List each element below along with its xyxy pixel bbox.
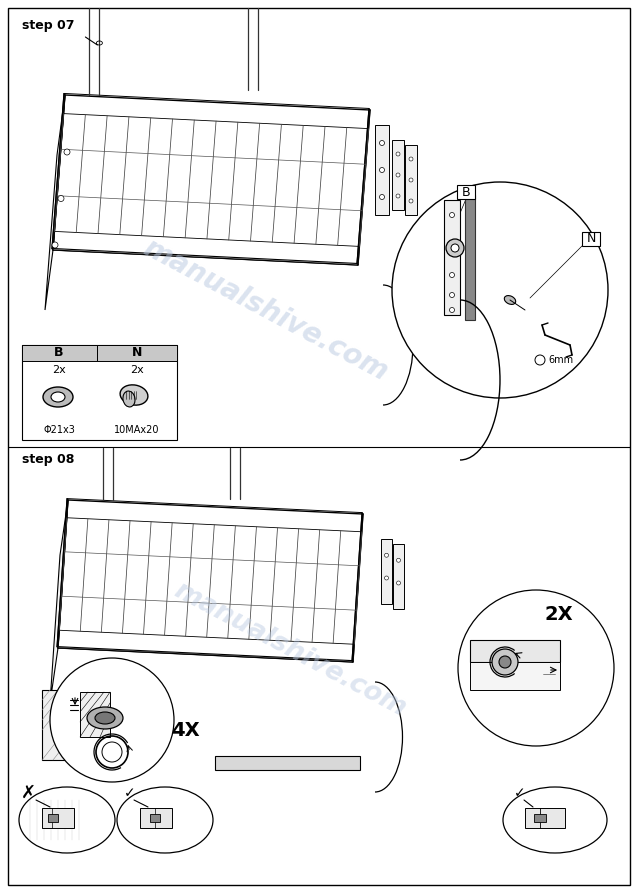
Polygon shape [52,94,65,250]
Polygon shape [357,108,370,265]
Text: 2x: 2x [52,365,66,375]
Ellipse shape [503,787,607,853]
Bar [470,640,560,662]
Text: 6mm: 6mm [548,355,573,365]
Bar [405,145,417,215]
Ellipse shape [504,296,516,305]
Circle shape [385,554,389,557]
Text: step 07: step 07 [22,19,75,31]
Circle shape [409,199,413,203]
Circle shape [380,168,385,172]
Text: 4X: 4X [171,721,199,739]
Ellipse shape [123,391,135,407]
Text: manualshive.com: manualshive.com [138,234,392,387]
Text: Φ21x3: Φ21x3 [43,425,75,435]
Bar [97,345,177,361]
Text: step 08: step 08 [22,454,75,466]
Circle shape [409,157,413,161]
Bar [140,808,172,828]
Bar [525,808,565,828]
Bar [392,140,404,210]
Ellipse shape [19,787,115,853]
Bar [534,814,546,822]
Bar [215,756,360,770]
Circle shape [450,272,454,278]
Circle shape [385,576,389,580]
Circle shape [409,178,413,182]
Circle shape [64,149,70,155]
Text: N: N [132,346,142,360]
Polygon shape [57,498,68,648]
Text: ✗: ✗ [20,784,36,802]
Text: 10MAx20: 10MAx20 [114,425,160,435]
Bar [22,345,177,440]
Polygon shape [52,248,358,265]
Text: ✓: ✓ [124,786,136,800]
Bar [582,232,600,246]
Ellipse shape [117,787,213,853]
Circle shape [396,581,401,585]
Bar [465,195,475,320]
Circle shape [450,307,454,313]
Ellipse shape [43,387,73,407]
Circle shape [450,243,454,247]
Polygon shape [50,500,68,703]
Bar [22,345,97,361]
Bar [457,185,475,199]
Text: 2X: 2X [545,605,574,624]
Circle shape [58,196,64,202]
Text: ✓: ✓ [514,786,526,800]
Ellipse shape [120,385,148,405]
Bar [470,662,560,690]
Circle shape [446,239,464,257]
Text: B: B [54,346,64,360]
Polygon shape [45,95,65,310]
Bar [393,544,404,609]
Circle shape [396,152,400,156]
Circle shape [499,656,511,668]
Circle shape [50,658,174,782]
Bar [48,814,58,822]
Ellipse shape [95,712,115,724]
Circle shape [396,173,400,177]
Circle shape [396,194,400,198]
Circle shape [450,213,454,218]
Circle shape [392,182,608,398]
Ellipse shape [51,392,65,402]
Circle shape [451,244,459,252]
Circle shape [380,140,385,146]
Text: N: N [586,232,596,246]
Ellipse shape [87,707,123,729]
Circle shape [492,649,518,675]
Circle shape [458,590,614,746]
Circle shape [396,558,401,563]
Circle shape [380,195,385,199]
Circle shape [535,355,545,365]
Bar [42,690,97,760]
Polygon shape [375,125,389,215]
Text: manualshive.com: manualshive.com [170,578,411,722]
Text: 2x: 2x [130,365,144,375]
Polygon shape [352,513,363,662]
Circle shape [52,242,58,248]
Bar [381,539,392,604]
Circle shape [450,293,454,297]
Text: B: B [462,186,470,198]
Bar [42,808,74,828]
Bar [80,692,110,737]
Polygon shape [57,647,353,662]
Bar [150,814,160,822]
Bar [444,200,460,315]
